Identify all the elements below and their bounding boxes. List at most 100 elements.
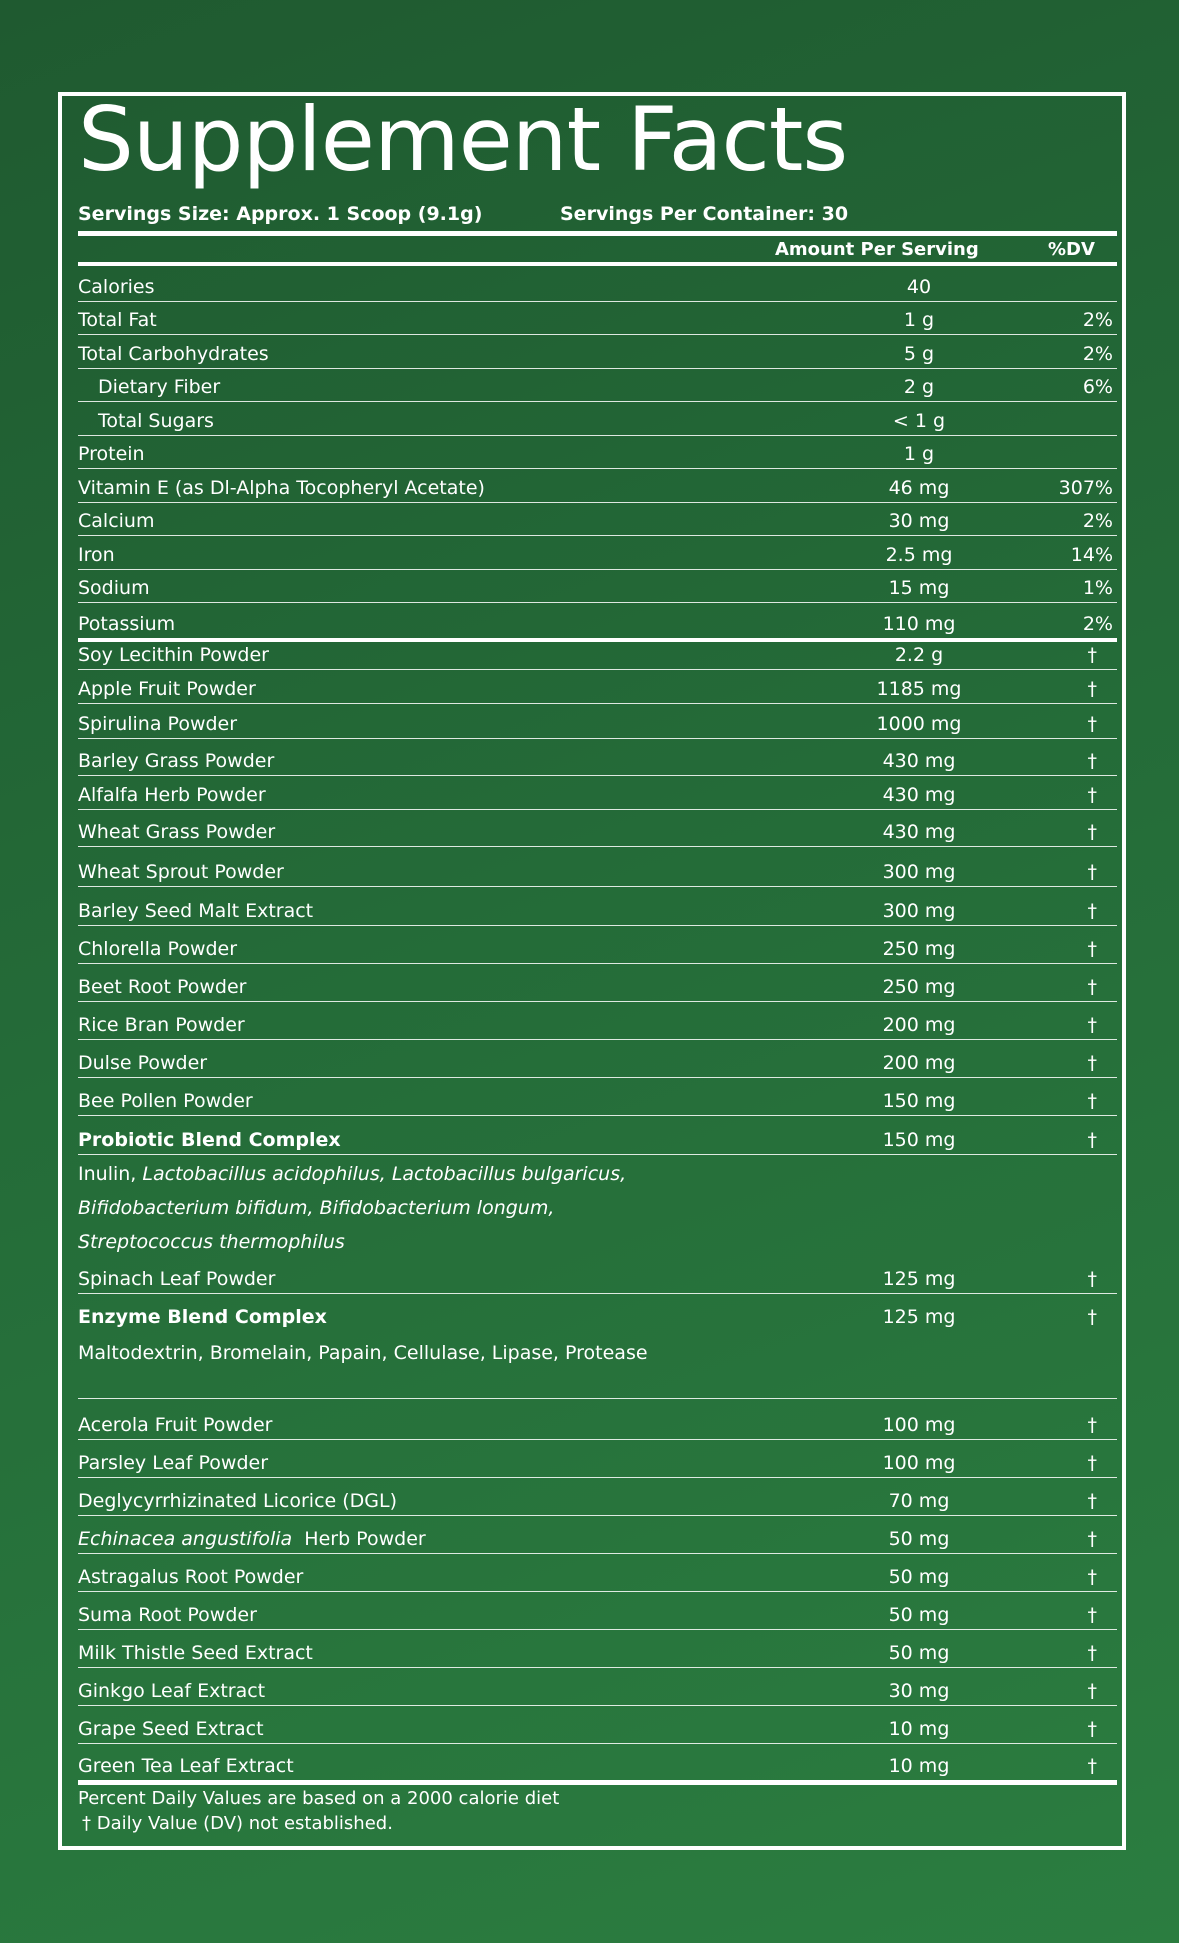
ingredient-row: Apple Fruit Powder 1185 mg † [78,669,1117,704]
ingredient-amount: 300 mg [882,861,956,883]
nutrient-name: Calories [78,276,155,298]
nutrient-row-sodium: Sodium 15 mg 1% [78,569,1117,603]
servings-per-container: Servings Per Container: 30 [560,203,849,225]
nutrient-amount: 15 mg [888,577,950,599]
ingredient-name: Dulse Powder [78,1052,208,1074]
ingredient-row: Spinach Leaf Powder 125 mg † [78,1258,1117,1294]
dagger-mark: † [1087,1490,1098,1512]
nutrient-row-total-sugars: Total Sugars < 1 g [78,401,1117,436]
dagger-mark: † [1087,1014,1098,1036]
ingredient-name: Suma Root Powder [78,1604,257,1626]
ingredient-row: Grape Seed Extract 10 mg † [78,1705,1117,1744]
nutrient-name: Sodium [78,577,150,599]
ingredient-amount: 30 mg [888,1680,950,1702]
nutrient-row-dietary-fiber: Dietary Fiber 2 g 6% [78,368,1117,402]
dagger-mark: † [1087,784,1098,806]
nutrient-dv: 1% [1082,577,1113,599]
ingredient-name: Barley Seed Malt Extract [78,900,314,922]
ingredient-name: Alfalfa Herb Powder [78,784,266,806]
dagger-mark: † [1087,900,1098,922]
nutrient-row-vitamin-e: Vitamin E (as Dl-Alpha Tocopheryl Acetat… [78,468,1117,503]
ingredient-amount: 250 mg [882,938,956,960]
ingredient-amount: 125 mg [882,1268,956,1290]
panel-title: Supplement Facts [78,88,848,191]
nutrient-amount: 2 g [903,376,935,398]
header-divider [78,262,1117,266]
ingredient-amount: 2.2 g [894,644,944,666]
nutrient-row-total-fat: Total Fat 1 g 2% [78,301,1117,335]
dagger-mark: † [1087,713,1098,735]
ingredient-row-probiotic-blend: Probiotic Blend Complex 150 mg † [78,1115,1117,1155]
thick-divider-middle [78,638,1117,642]
nutrient-amount: 5 g [903,343,935,365]
ingredient-amount: 430 mg [882,784,956,806]
ingredient-row: Chlorella Powder 250 mg † [78,925,1117,964]
ingredient-row: Soy Lecithin Powder 2.2 g † [78,642,1117,670]
nutrient-amount: 1 g [903,443,935,465]
nutrient-amount: 46 mg [888,477,950,499]
nutrient-name: Potassium [78,613,176,635]
ingredient-row: Alfalfa Herb Powder 430 mg † [78,775,1117,810]
ingredient-amount: 1000 mg [876,713,962,735]
nutrient-dv: 2% [1082,510,1113,532]
ingredient-name: Wheat Grass Powder [78,821,276,843]
nutrient-dv: 2% [1082,309,1113,331]
ingredient-row: Bee Pollen Powder 150 mg † [78,1077,1117,1116]
ingredient-amount: 50 mg [888,1528,950,1550]
nutrient-row-calcium: Calcium 30 mg 2% [78,502,1117,536]
nutrient-name: Total Sugars [98,410,214,432]
nutrient-row-iron: Iron 2.5 mg 14% [78,535,1117,570]
supplement-facts-panel [58,92,1126,1850]
thick-divider-bottom [78,1780,1117,1785]
ingredient-name: Echinacea angustifolia Herb Powder [78,1528,426,1550]
ingredient-row: Acerola Fruit Powder 100 mg † [78,1399,1117,1440]
nutrient-name: Vitamin E (as Dl-Alpha Tocopheryl Acetat… [78,477,485,499]
ingredient-row: Barley Seed Malt Extract 300 mg † [78,886,1117,926]
ingredient-name: Parsley Leaf Powder [78,1452,269,1474]
dagger-mark: † [1087,644,1098,666]
nutrient-name: Iron [78,544,115,566]
nutrient-name: Dietary Fiber [98,376,221,398]
probiotic-desc-line-3: Streptococcus thermophilus [78,1231,345,1253]
ingredient-name: Bee Pollen Powder [78,1090,253,1112]
ingredient-row: Ginkgo Leaf Extract 30 mg † [78,1667,1117,1706]
ingredient-row: Dulse Powder 200 mg † [78,1039,1117,1078]
ingredient-amount: 430 mg [882,750,956,772]
ingredient-row: Wheat Grass Powder 430 mg † [78,809,1117,847]
nutrient-dv: 6% [1082,376,1113,398]
dagger-mark: † [1087,1306,1098,1328]
dagger-mark: † [1087,1090,1098,1112]
nutrient-amount: 40 [906,276,932,298]
ingredient-amount: 300 mg [882,900,956,922]
ingredient-row: Green Tea Leaf Extract 10 mg † [78,1743,1117,1780]
ingredient-amount: 50 mg [888,1604,950,1626]
ingredient-amount: 10 mg [888,1755,950,1777]
ingredient-amount: 50 mg [888,1642,950,1664]
ingredient-name: Enzyme Blend Complex [78,1306,327,1328]
dagger-mark: † [1087,1129,1098,1151]
ingredient-name: Spirulina Powder [78,713,238,735]
nutrient-amount: < 1 g [892,410,946,432]
dagger-mark: † [1087,861,1098,883]
nutrient-row-calories: Calories 40 [78,270,1117,302]
probiotic-desc-line-1: Inulin, Lactobacillus acidophilus, Lacto… [78,1163,627,1185]
nutrient-name: Calcium [78,510,155,532]
dagger-mark: † [1087,1452,1098,1474]
ingredient-row: Suma Root Powder 50 mg † [78,1591,1117,1630]
nutrient-row-total-carbohydrates: Total Carbohydrates 5 g 2% [78,334,1117,369]
ingredient-name: Wheat Sprout Powder [78,861,284,883]
nutrient-dv: 307% [1058,477,1113,499]
dagger-mark: † [1087,821,1098,843]
nutrient-row-potassium: Potassium 110 mg 2% [78,602,1117,638]
ingredient-amount: 200 mg [882,1014,956,1036]
ingredient-amount: 125 mg [882,1306,956,1328]
dagger-mark: † [1087,1268,1098,1290]
ingredient-name: Ginkgo Leaf Extract [78,1680,266,1702]
probiotic-desc-line-2: Bifidobacterium bifidum, Bifidobacterium… [78,1197,555,1219]
nutrient-row-protein: Protein 1 g [78,435,1117,469]
dagger-mark: † [1087,1604,1098,1626]
dagger-mark: † [1087,1566,1098,1588]
footnote-daily-values: Percent Daily Values are based on a 2000… [78,1788,560,1809]
ingredient-row: Astragalus Root Powder 50 mg † [78,1553,1117,1592]
ingredient-row: Milk Thistle Seed Extract 50 mg † [78,1629,1117,1668]
